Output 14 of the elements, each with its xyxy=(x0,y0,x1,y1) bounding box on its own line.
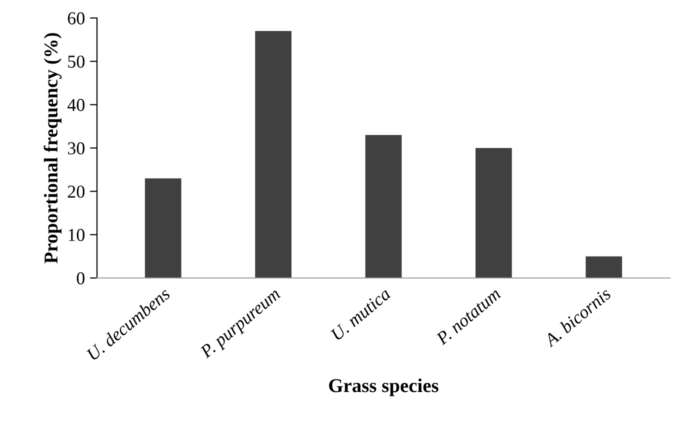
bar xyxy=(476,148,512,278)
y-tick-label: 10 xyxy=(68,228,85,242)
y-tick-label: 30 xyxy=(68,142,85,154)
y-tick-label: 0 xyxy=(76,272,85,284)
y-tick-label: 50 xyxy=(68,56,85,68)
y-tick-label: 60 xyxy=(68,12,85,24)
y-tick-label: 20 xyxy=(68,186,85,198)
y-tick-label: 40 xyxy=(67,98,85,112)
bar xyxy=(586,256,622,278)
bar xyxy=(144,178,182,278)
x-axis-title: Grass species xyxy=(329,378,438,396)
bar xyxy=(365,135,402,278)
bar xyxy=(255,31,292,278)
y-axis-title: Proportional frequency (%) xyxy=(44,33,62,264)
